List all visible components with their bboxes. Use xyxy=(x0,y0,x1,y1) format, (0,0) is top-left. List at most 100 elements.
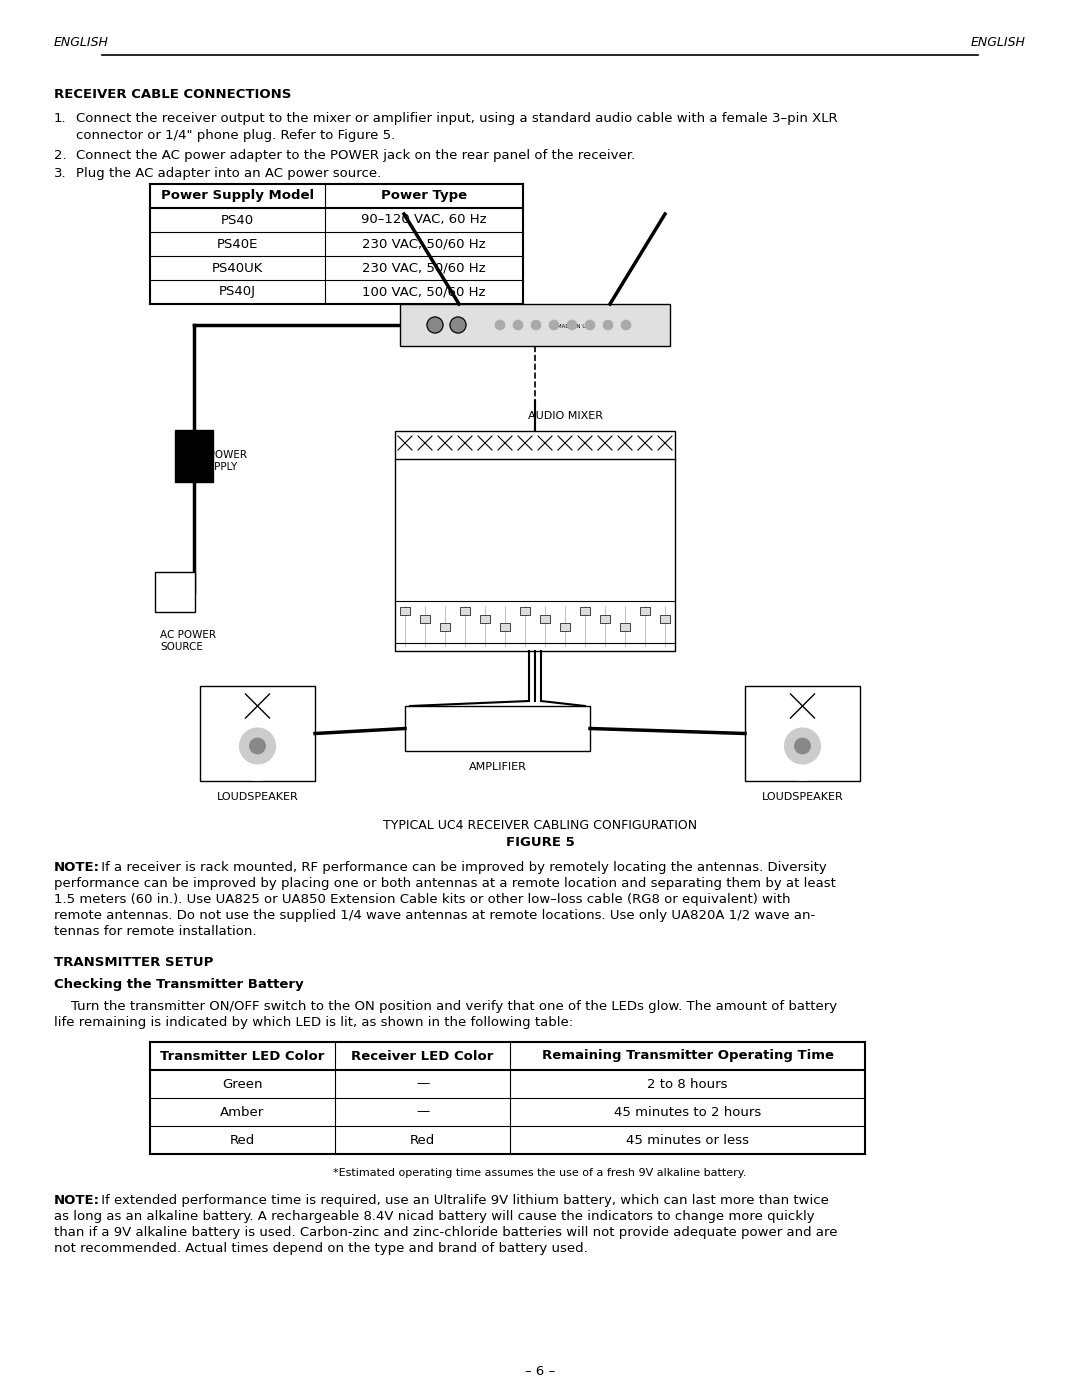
Bar xyxy=(460,608,470,615)
Circle shape xyxy=(451,719,469,738)
Circle shape xyxy=(421,719,438,738)
Circle shape xyxy=(540,531,550,541)
Bar xyxy=(420,615,430,623)
Text: 3.: 3. xyxy=(54,168,67,180)
Circle shape xyxy=(660,511,670,521)
Circle shape xyxy=(400,550,410,562)
Circle shape xyxy=(549,320,559,330)
Circle shape xyxy=(580,490,590,502)
Circle shape xyxy=(519,571,530,581)
Text: performance can be improved by placing one or both antennas at a remote location: performance can be improved by placing o… xyxy=(54,877,836,890)
Circle shape xyxy=(561,531,570,541)
Circle shape xyxy=(600,471,610,481)
Circle shape xyxy=(460,471,470,481)
Text: Power Type: Power Type xyxy=(381,190,467,203)
Text: Remaining Transmitter Operating Time: Remaining Transmitter Operating Time xyxy=(541,1049,834,1063)
Circle shape xyxy=(171,597,179,604)
Text: Receiver LED Color: Receiver LED Color xyxy=(351,1049,494,1063)
Circle shape xyxy=(500,511,510,521)
Bar xyxy=(395,432,675,651)
Circle shape xyxy=(561,571,570,581)
Bar xyxy=(400,305,670,346)
Circle shape xyxy=(620,511,630,521)
Circle shape xyxy=(620,471,630,481)
Text: LOUDSPEAKER: LOUDSPEAKER xyxy=(761,792,843,802)
Circle shape xyxy=(420,490,430,502)
Text: 230 VAC, 50/60 Hz: 230 VAC, 50/60 Hz xyxy=(362,237,486,250)
Circle shape xyxy=(460,588,470,598)
Bar xyxy=(480,615,490,623)
Circle shape xyxy=(480,571,490,581)
Circle shape xyxy=(495,320,505,330)
Text: as long as an alkaline battery. A rechargeable 8.4V nicad battery will cause the: as long as an alkaline battery. A rechar… xyxy=(54,1210,814,1222)
Circle shape xyxy=(240,728,275,764)
Text: —: — xyxy=(416,1077,429,1091)
Circle shape xyxy=(540,471,550,481)
Circle shape xyxy=(440,588,450,598)
Circle shape xyxy=(519,490,530,502)
Circle shape xyxy=(440,531,450,541)
Circle shape xyxy=(400,490,410,502)
Circle shape xyxy=(500,588,510,598)
Text: 45 minutes or less: 45 minutes or less xyxy=(626,1133,750,1147)
Circle shape xyxy=(620,588,630,598)
Circle shape xyxy=(621,320,631,330)
Text: PS40J: PS40J xyxy=(219,285,256,299)
Bar xyxy=(620,623,630,631)
Text: PS40E: PS40E xyxy=(217,237,258,250)
Circle shape xyxy=(519,531,530,541)
Circle shape xyxy=(440,511,450,521)
Text: NOTE:: NOTE: xyxy=(54,1194,100,1207)
Circle shape xyxy=(249,738,266,754)
Circle shape xyxy=(540,571,550,581)
Circle shape xyxy=(541,719,559,738)
Circle shape xyxy=(400,471,410,481)
Bar xyxy=(405,705,590,752)
Circle shape xyxy=(400,571,410,581)
Circle shape xyxy=(420,571,430,581)
Circle shape xyxy=(420,471,430,481)
Circle shape xyxy=(440,550,450,562)
Circle shape xyxy=(784,728,821,764)
Text: tennas for remote installation.: tennas for remote installation. xyxy=(54,925,257,937)
Circle shape xyxy=(511,719,529,738)
Text: 2.: 2. xyxy=(54,149,67,162)
Circle shape xyxy=(660,550,670,562)
Circle shape xyxy=(600,571,610,581)
Text: 230 VAC, 50/60 Hz: 230 VAC, 50/60 Hz xyxy=(362,261,486,274)
Circle shape xyxy=(660,571,670,581)
Circle shape xyxy=(561,511,570,521)
Text: If a receiver is rack mounted, RF performance can be improved by remotely locati: If a receiver is rack mounted, RF perfor… xyxy=(97,861,827,875)
Circle shape xyxy=(640,490,650,502)
Circle shape xyxy=(165,583,175,592)
Bar xyxy=(600,615,610,623)
Text: AMPLIFIER: AMPLIFIER xyxy=(469,761,526,773)
Circle shape xyxy=(427,317,443,332)
Text: Transmitter LED Color: Transmitter LED Color xyxy=(160,1049,325,1063)
Circle shape xyxy=(561,471,570,481)
Circle shape xyxy=(660,471,670,481)
Circle shape xyxy=(480,511,490,521)
Circle shape xyxy=(561,588,570,598)
Text: remote antennas. Do not use the supplied 1/4 wave antennas at remote locations. : remote antennas. Do not use the supplied… xyxy=(54,909,815,922)
Circle shape xyxy=(640,588,650,598)
Text: Amber: Amber xyxy=(220,1105,265,1119)
Circle shape xyxy=(500,531,510,541)
Text: Red: Red xyxy=(230,1133,255,1147)
Circle shape xyxy=(175,583,185,592)
Text: 100 VAC, 50/60 Hz: 100 VAC, 50/60 Hz xyxy=(362,285,486,299)
Circle shape xyxy=(481,719,499,738)
Circle shape xyxy=(640,511,650,521)
Bar xyxy=(540,615,550,623)
Text: *Estimated operating time assumes the use of a fresh 9V alkaline battery.: *Estimated operating time assumes the us… xyxy=(334,1168,746,1178)
Bar xyxy=(660,615,670,623)
Bar xyxy=(519,608,530,615)
Bar xyxy=(640,608,650,615)
Bar xyxy=(440,623,450,631)
Circle shape xyxy=(450,317,465,332)
Bar xyxy=(400,608,410,615)
Text: Power Supply Model: Power Supply Model xyxy=(161,190,314,203)
Circle shape xyxy=(620,571,630,581)
Circle shape xyxy=(600,588,610,598)
Bar xyxy=(745,686,860,781)
